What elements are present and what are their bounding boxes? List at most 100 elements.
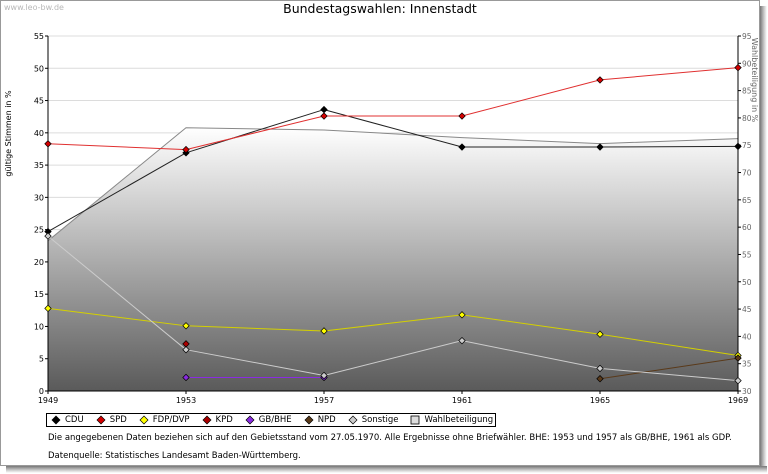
- x-tick-label: 1953: [176, 396, 196, 405]
- y2-tick-label: 85: [742, 87, 752, 96]
- series-line-npd: [599, 357, 739, 380]
- y-tick-label: 35: [34, 161, 44, 170]
- y2-tick-label: 40: [742, 332, 752, 341]
- chart-title: Bundestagswahlen: Innenstadt: [283, 1, 477, 16]
- series-line-spd: [185, 115, 325, 151]
- y2-tick-label: 50: [742, 278, 752, 287]
- point-cdu-1965: [596, 143, 604, 151]
- legend-marker: [304, 415, 314, 425]
- series-line-sonstige: [185, 349, 325, 377]
- x-tick-label: 1969: [728, 396, 748, 405]
- series-line-fdp-dvp: [185, 325, 325, 332]
- legend-item-npd: NPD: [304, 415, 336, 425]
- point-cdu-1957: [320, 105, 328, 114]
- x-tick-label: 1957: [314, 396, 334, 405]
- legend-marker: [245, 415, 255, 425]
- legend-marker: [139, 415, 149, 425]
- point-spd-1949: [44, 140, 52, 148]
- series-line-spd: [47, 143, 187, 151]
- y2-tick-label: 30: [742, 387, 752, 396]
- y2-tick-label: 80: [742, 114, 752, 123]
- y-tick-label: 50: [34, 64, 44, 73]
- series-line-spd: [599, 67, 739, 81]
- point-fdp-dvp-1953: [182, 322, 190, 330]
- legend-swatch: [348, 415, 358, 425]
- point-fdp-dvp-1961: [458, 311, 466, 319]
- y2-tick-label: 45: [742, 305, 752, 314]
- legend-marker: [96, 415, 106, 425]
- series-line-cdu: [47, 152, 187, 233]
- series-line-fdp-dvp: [323, 314, 463, 332]
- chart-area: 0 5 10 15 20 25 30 35 40 45 50 55 30 35 40 45 50 55 60 65 70…: [4, 32, 759, 405]
- x-tick-label: 1949: [38, 396, 58, 405]
- point-fdp-dvp-1965: [596, 330, 604, 338]
- x-tick-label: 1961: [452, 396, 472, 405]
- legend-swatch: [202, 415, 212, 425]
- series-line-fdp-dvp: [47, 307, 187, 327]
- y-tick-label: 25: [34, 226, 44, 235]
- legend-marker: [411, 415, 420, 425]
- legend-item-sonstige: Sonstige: [348, 415, 399, 425]
- legend-label: KPD: [215, 415, 233, 425]
- legend-label: NPD: [317, 415, 336, 425]
- legend-item-fdp-dvp: FDP/DVP: [139, 415, 190, 425]
- legend-marker: [202, 415, 212, 425]
- frame-shadow-right: [760, 6, 767, 473]
- y2-tick-label: 70: [742, 169, 752, 178]
- y2-tick-label: 95: [742, 32, 752, 41]
- y-tick-label: 45: [34, 97, 44, 106]
- point-gb-bhe-1953: [182, 373, 190, 382]
- y2-tick-label: 60: [742, 223, 752, 232]
- turnout-area: [48, 127, 738, 391]
- series-line-sonstige: [599, 367, 739, 382]
- legend-marker: [51, 415, 61, 425]
- series-line-sonstige: [461, 340, 601, 369]
- legend-swatch: [411, 415, 420, 425]
- legend-label: CDU: [65, 415, 84, 425]
- legend-swatch: [51, 415, 61, 425]
- point-npd-1965: [596, 375, 604, 383]
- legend-marker: [348, 415, 358, 425]
- point-npd-1969: [734, 354, 742, 362]
- y-tick-label: 10: [34, 322, 44, 331]
- series-line-sonstige: [47, 235, 187, 351]
- series-line-fdp-dvp: [599, 333, 739, 356]
- y-tick-label: 5: [39, 355, 44, 364]
- y2-axis-title: Wahlbeteiligung in %: [750, 38, 759, 123]
- y2-tick-label: 65: [742, 196, 752, 205]
- point-sonstige-1953: [182, 345, 190, 354]
- legend-swatch: [139, 415, 149, 425]
- y-tick-label: 30: [34, 193, 44, 202]
- y-tick-label: 40: [34, 129, 44, 138]
- source-note: Datenquelle: Statistisches Landesamt Bad…: [48, 451, 301, 461]
- y-tick-label: 15: [34, 290, 44, 299]
- legend-swatch: [245, 415, 255, 425]
- turnout-line: [47, 127, 739, 242]
- series-line-cdu: [599, 145, 739, 148]
- legend-item-cdu: CDU: [51, 415, 84, 425]
- legend-item-spd: SPD: [96, 415, 127, 425]
- y-tick-label: 55: [34, 32, 44, 41]
- y-tick-label: 0: [39, 387, 44, 396]
- legend-swatch: [304, 415, 314, 425]
- y-axis-title: gültige Stimmen in %: [4, 90, 13, 177]
- point-cdu-1969: [734, 142, 742, 151]
- point-spd-1961: [458, 112, 466, 120]
- series-line-sonstige: [323, 340, 463, 376]
- y-tick-label: 20: [34, 258, 44, 267]
- series-line-cdu: [185, 109, 325, 154]
- point-fdp-dvp-1949: [44, 304, 52, 313]
- legend-item-gb-bhe: GB/BHE: [245, 415, 292, 425]
- point-sonstige-1969: [734, 376, 742, 385]
- footnote: Die angegebenen Daten beziehen sich auf …: [48, 433, 732, 443]
- x-tick-label: 1965: [590, 396, 610, 405]
- point-sonstige-1957: [320, 371, 328, 380]
- legend-label: Sonstige: [361, 415, 399, 425]
- legend: CDU SPD FDP/DVP KPD GB/BHE NPD Sonstige Wahlbet…: [46, 413, 496, 427]
- legend-swatch: [96, 415, 106, 425]
- y2-tick-label: 90: [742, 59, 752, 68]
- y2-tick-label: 55: [742, 250, 752, 259]
- legend-label: Wahlbeteiligung: [424, 415, 494, 425]
- y2-tick-label: 35: [742, 360, 752, 369]
- point-sonstige-1949: [44, 232, 52, 240]
